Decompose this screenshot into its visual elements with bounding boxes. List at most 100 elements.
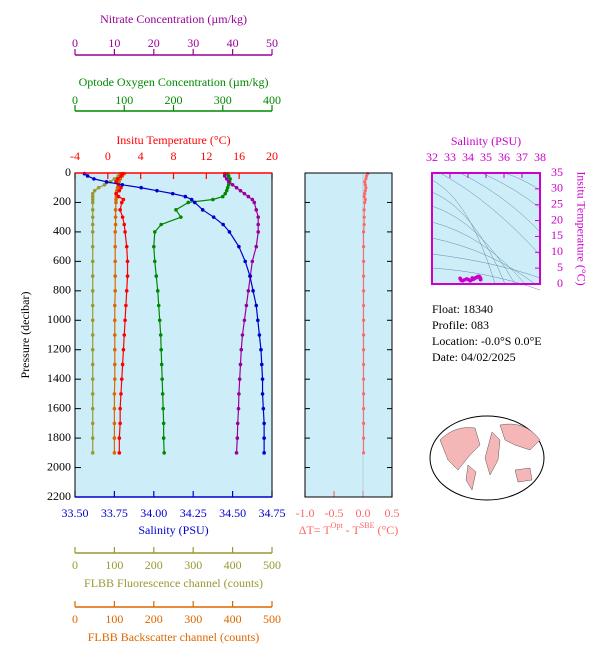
profile-point — [170, 191, 175, 196]
profile-point — [152, 259, 157, 264]
profile-point — [120, 215, 125, 219]
profile-point — [90, 406, 95, 411]
profile-point — [90, 392, 95, 396]
profile-point — [90, 197, 95, 202]
profile-point — [90, 289, 95, 293]
profile-point — [157, 318, 162, 323]
profile-point — [238, 362, 243, 367]
y-tick-label: 200 — [53, 194, 71, 208]
profile-point — [152, 230, 157, 234]
ts-plot-bg — [432, 173, 540, 284]
y-tick-label: 2200 — [47, 489, 71, 503]
profile-point — [113, 215, 118, 219]
profile-point — [159, 362, 164, 367]
profile-point — [85, 174, 90, 178]
x-tick-label: 38 — [534, 150, 546, 164]
profile-point — [90, 451, 95, 455]
profile-point — [254, 208, 259, 212]
profile-point — [112, 347, 117, 352]
profile-point — [256, 215, 261, 219]
profile-point — [246, 194, 251, 199]
profile-point — [235, 421, 240, 426]
profile-line — [84, 173, 265, 453]
x-tick-label: 0 — [72, 93, 78, 107]
profile-point — [261, 406, 266, 411]
profile-point — [124, 303, 128, 308]
profile-point — [152, 244, 156, 249]
y-tick-label: 30 — [551, 181, 563, 195]
x-axis-title: Salinity (PSU) — [451, 134, 521, 148]
x-tick-label: 100 — [115, 93, 133, 107]
x-tick-label: -0.5 — [325, 506, 344, 520]
profile-point — [118, 208, 122, 212]
y-tick-label: 35 — [551, 165, 563, 179]
x-tick-label: 20 — [148, 36, 160, 50]
profile-point — [90, 274, 95, 278]
x-tick-label: 300 — [184, 612, 202, 626]
profile-point — [226, 180, 231, 184]
profile-point — [262, 436, 266, 440]
profile-point — [179, 215, 183, 219]
profile-point — [102, 182, 107, 187]
profile-point — [211, 215, 216, 219]
profile-point — [112, 377, 117, 381]
profile-point — [259, 347, 263, 352]
profile-point — [221, 222, 225, 227]
profile-point — [90, 362, 95, 367]
profile-point — [260, 392, 265, 396]
profile-point — [90, 347, 95, 352]
delta-plot-bg — [305, 173, 392, 497]
profile-point — [90, 318, 95, 323]
profile-point — [237, 392, 241, 396]
profile-point — [90, 215, 95, 219]
x-axis-title-part: SBE — [360, 521, 375, 530]
x-tick-label: 32 — [426, 150, 438, 164]
profile-point — [260, 377, 265, 381]
profile-point — [90, 259, 95, 264]
profile-point — [225, 185, 230, 190]
profile-point — [154, 274, 159, 278]
x-tick-label: 10 — [108, 36, 120, 50]
profile-point — [234, 451, 239, 455]
profile-point — [115, 185, 120, 190]
y-tick-label: 400 — [53, 224, 71, 238]
profile-point — [211, 197, 215, 202]
profile-point — [189, 197, 194, 202]
profile-point — [243, 259, 248, 264]
x-tick-label: 34.75 — [259, 506, 286, 520]
profile-point — [119, 200, 124, 205]
delta-point — [364, 177, 368, 181]
profile-point — [226, 174, 231, 178]
y-tick-label: 1200 — [47, 341, 71, 355]
y-tick-label: 20 — [551, 212, 563, 226]
profile-point — [119, 174, 123, 178]
profile-point — [90, 436, 95, 440]
delta-point — [364, 174, 369, 178]
profile-point — [237, 244, 241, 249]
profile-point — [114, 200, 118, 205]
x-axis-title: Nitrate Concentration (µm/kg) — [100, 12, 247, 26]
plot-frame — [304, 172, 393, 498]
x-tick-label: 34 — [462, 150, 474, 164]
profile-point — [92, 177, 96, 181]
plot-frame — [431, 172, 541, 285]
x-tick-label: 37 — [516, 150, 528, 164]
profile-point — [113, 222, 118, 227]
profile-point — [118, 421, 122, 426]
profile-point — [242, 191, 247, 196]
x-tick-label: 50 — [266, 36, 278, 50]
profile-point — [113, 208, 118, 212]
profile-point — [259, 362, 264, 367]
profile-point — [112, 392, 117, 396]
x-tick-label: 200 — [145, 612, 163, 626]
profile-point — [117, 436, 122, 440]
profile-point — [257, 333, 262, 337]
profile-point — [250, 259, 255, 264]
x-tick-label: 500 — [263, 558, 281, 572]
profile-point — [183, 194, 188, 199]
x-tick-label: 0 — [105, 149, 111, 163]
profile-point — [96, 185, 101, 190]
profile-point — [242, 318, 247, 323]
profile-point — [240, 333, 245, 337]
